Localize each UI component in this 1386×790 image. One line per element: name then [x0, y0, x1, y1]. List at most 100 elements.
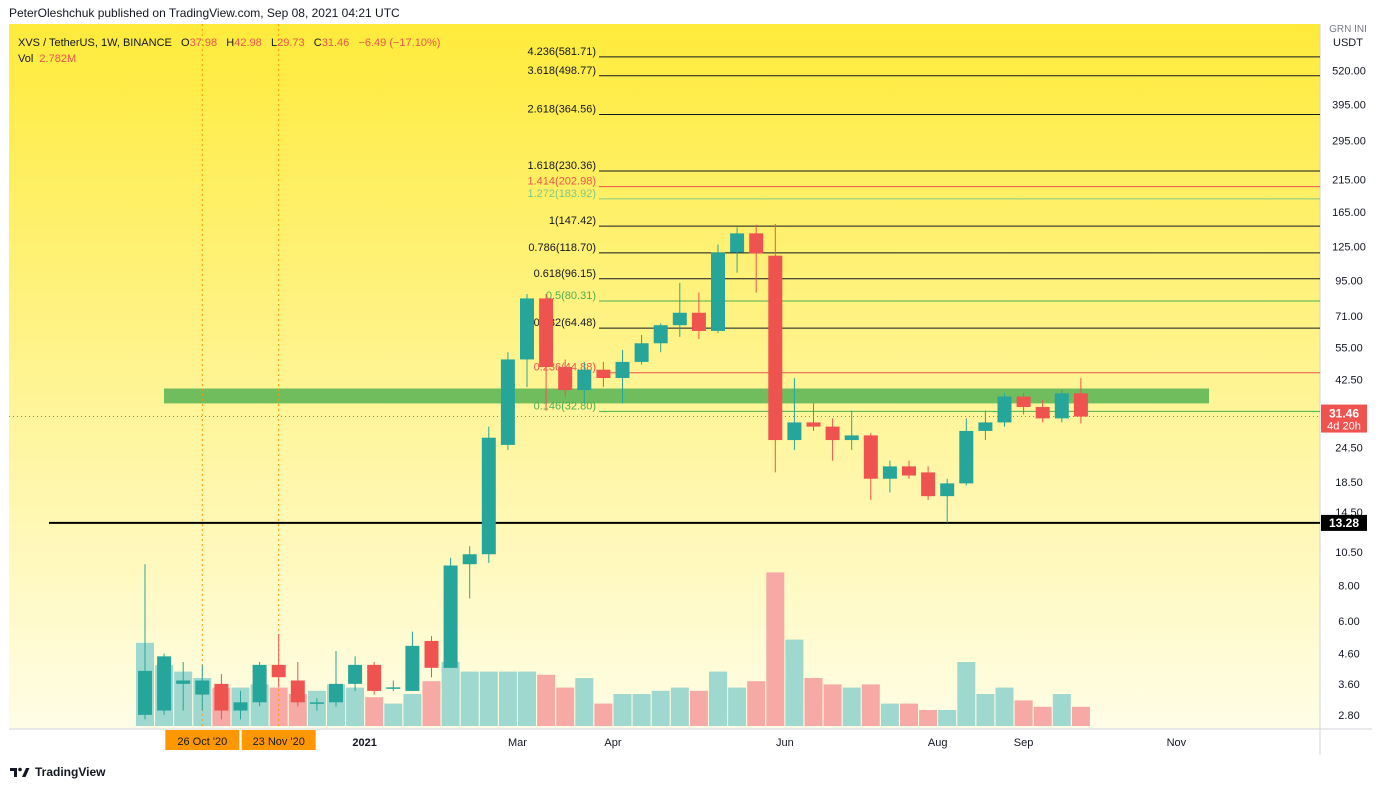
- price-tick-label: 18.50: [1335, 477, 1363, 489]
- tradingview-logo-icon[interactable]: [10, 766, 30, 778]
- price-tick-label: 42.50: [1335, 374, 1363, 386]
- volume-bar: [689, 690, 708, 726]
- candle-body: [500, 359, 515, 445]
- volume-bar: [460, 671, 479, 726]
- candle-body: [978, 422, 993, 431]
- price-tick-label: 125.00: [1332, 241, 1366, 253]
- resistance-zone: [164, 388, 1209, 404]
- volume-bar: [842, 687, 861, 726]
- chart-background: [9, 24, 1320, 729]
- candle-body: [653, 325, 668, 344]
- candle-body: [405, 645, 420, 691]
- last-price-value: 31.46: [1329, 407, 1359, 421]
- candle-body: [730, 233, 745, 253]
- support-price-tag: [1321, 514, 1367, 531]
- legend-close-label: C: [313, 37, 322, 49]
- time-axis: 2021 Mar Apr Jun Aug Sep Nov 26 Oct '20 23 Nov '…: [165, 730, 1187, 750]
- chart-area[interactable]: 4.236(581.71) 3.618(498.77) 2.618(364.56) 1…: [9, 24, 1372, 755]
- candle-body: [462, 554, 477, 565]
- candle-body: [844, 435, 859, 441]
- price-tick-label: 395.00: [1332, 100, 1366, 112]
- fib-level-label: 0.618(96.15): [534, 268, 596, 280]
- legend-row-ohlc: XVS / TetherUS, 1W, BINANCE O37.98 H42.9…: [18, 35, 440, 51]
- candle-body: [768, 255, 783, 441]
- price-tick-label: 8.00: [1338, 580, 1359, 592]
- candle-body: [940, 483, 955, 497]
- price-tick-label: 55.00: [1335, 343, 1363, 355]
- candle-body: [1073, 393, 1088, 417]
- legend-close: 31.46: [321, 37, 350, 49]
- time-tick-label: Mar: [508, 737, 527, 749]
- price-tick-label: 24.50: [1335, 442, 1363, 454]
- volume-bar: [403, 694, 422, 726]
- candle-body: [787, 422, 802, 441]
- price-tick-label: 520.00: [1332, 66, 1366, 78]
- candle-body: [959, 430, 974, 484]
- price-tick-label: 10.50: [1335, 547, 1363, 559]
- legend-low-label: L: [270, 37, 278, 49]
- candle-body: [806, 422, 821, 427]
- date-marker-tag: [241, 730, 316, 750]
- candle-body: [367, 664, 382, 691]
- candle-body: [481, 437, 496, 555]
- price-tick-label: 95.00: [1335, 275, 1363, 287]
- volume-bar: [384, 703, 403, 726]
- volume-bar: [422, 681, 441, 726]
- volume-bar: [632, 694, 651, 726]
- date-marker-label: 23 Nov '20: [253, 736, 305, 748]
- legend-symbol: XVS / TetherUS, 1W, BINANCE: [18, 37, 172, 49]
- volume-bar: [766, 572, 785, 726]
- footer-brand[interactable]: TradingView: [35, 765, 106, 779]
- volume-bar: [823, 684, 842, 726]
- legend-open: 37.98: [189, 37, 218, 49]
- legend-row-volume: Vol 2.782M: [18, 51, 440, 67]
- fib-level-label: 1.618(230.36): [528, 160, 597, 172]
- volume-bar: [861, 684, 880, 726]
- support-price-value: 13.28: [1329, 516, 1359, 530]
- price-tick-label: 2.80: [1338, 710, 1359, 722]
- fib-level-label: 2.618(364.56): [528, 103, 597, 115]
- volume-bar: [365, 697, 384, 726]
- candle-body: [749, 233, 764, 254]
- candle-body: [577, 369, 592, 391]
- volume-bar: [1033, 706, 1052, 726]
- legend-open-label: O: [181, 37, 190, 49]
- fib-level-label: 1.414(202.98): [528, 176, 597, 188]
- volume-bar: [594, 703, 613, 726]
- candle-body: [691, 312, 706, 331]
- candle-body: [290, 680, 305, 703]
- price-tick-label: 295.00: [1332, 136, 1366, 148]
- candle-body: [711, 252, 725, 331]
- volume-bar: [651, 690, 670, 726]
- price-tick-label: 215.00: [1332, 175, 1366, 187]
- time-tick-label: Apr: [604, 737, 621, 749]
- fib-level-label: 0.786(118.70): [528, 242, 596, 254]
- price-axis-unit: USDT: [1333, 37, 1363, 49]
- price-chart[interactable]: 4.236(581.71) 3.618(498.77) 2.618(364.56) 1…: [9, 24, 1372, 755]
- last-price-tag: [1321, 404, 1367, 433]
- candle-body: [1016, 396, 1031, 407]
- volume-bar: [441, 662, 460, 726]
- resistance-zone-band: [164, 388, 1209, 404]
- support-and-markers: [9, 24, 1320, 729]
- candle-body: [520, 298, 534, 360]
- legend-low: 29.73: [277, 37, 305, 49]
- publisher-line: PeterOleshchuk published on TradingView.…: [9, 6, 400, 20]
- candle-body: [271, 664, 286, 678]
- volume-bar: [938, 710, 957, 726]
- price-tick-label: 6.00: [1338, 616, 1359, 628]
- volume-bar: [556, 687, 575, 726]
- price-axis-currency-hint: GRN INI: [1329, 24, 1367, 35]
- volume-bar: [346, 687, 365, 726]
- time-tick-label: Nov: [1167, 737, 1187, 749]
- price-axis-background: [1320, 24, 1372, 729]
- volume-bar: [957, 662, 976, 726]
- time-tick-label: Jun: [776, 737, 794, 749]
- fib-level-label: 0.146(32.80): [534, 400, 596, 412]
- volume-bar: [900, 703, 918, 726]
- volume-bar: [518, 671, 536, 726]
- fib-level-label: 1.272(183.92): [528, 188, 597, 200]
- price-tick-label: 165.00: [1332, 207, 1366, 219]
- fib-level-label: 1(147.42): [549, 215, 596, 227]
- candle-body: [348, 664, 363, 684]
